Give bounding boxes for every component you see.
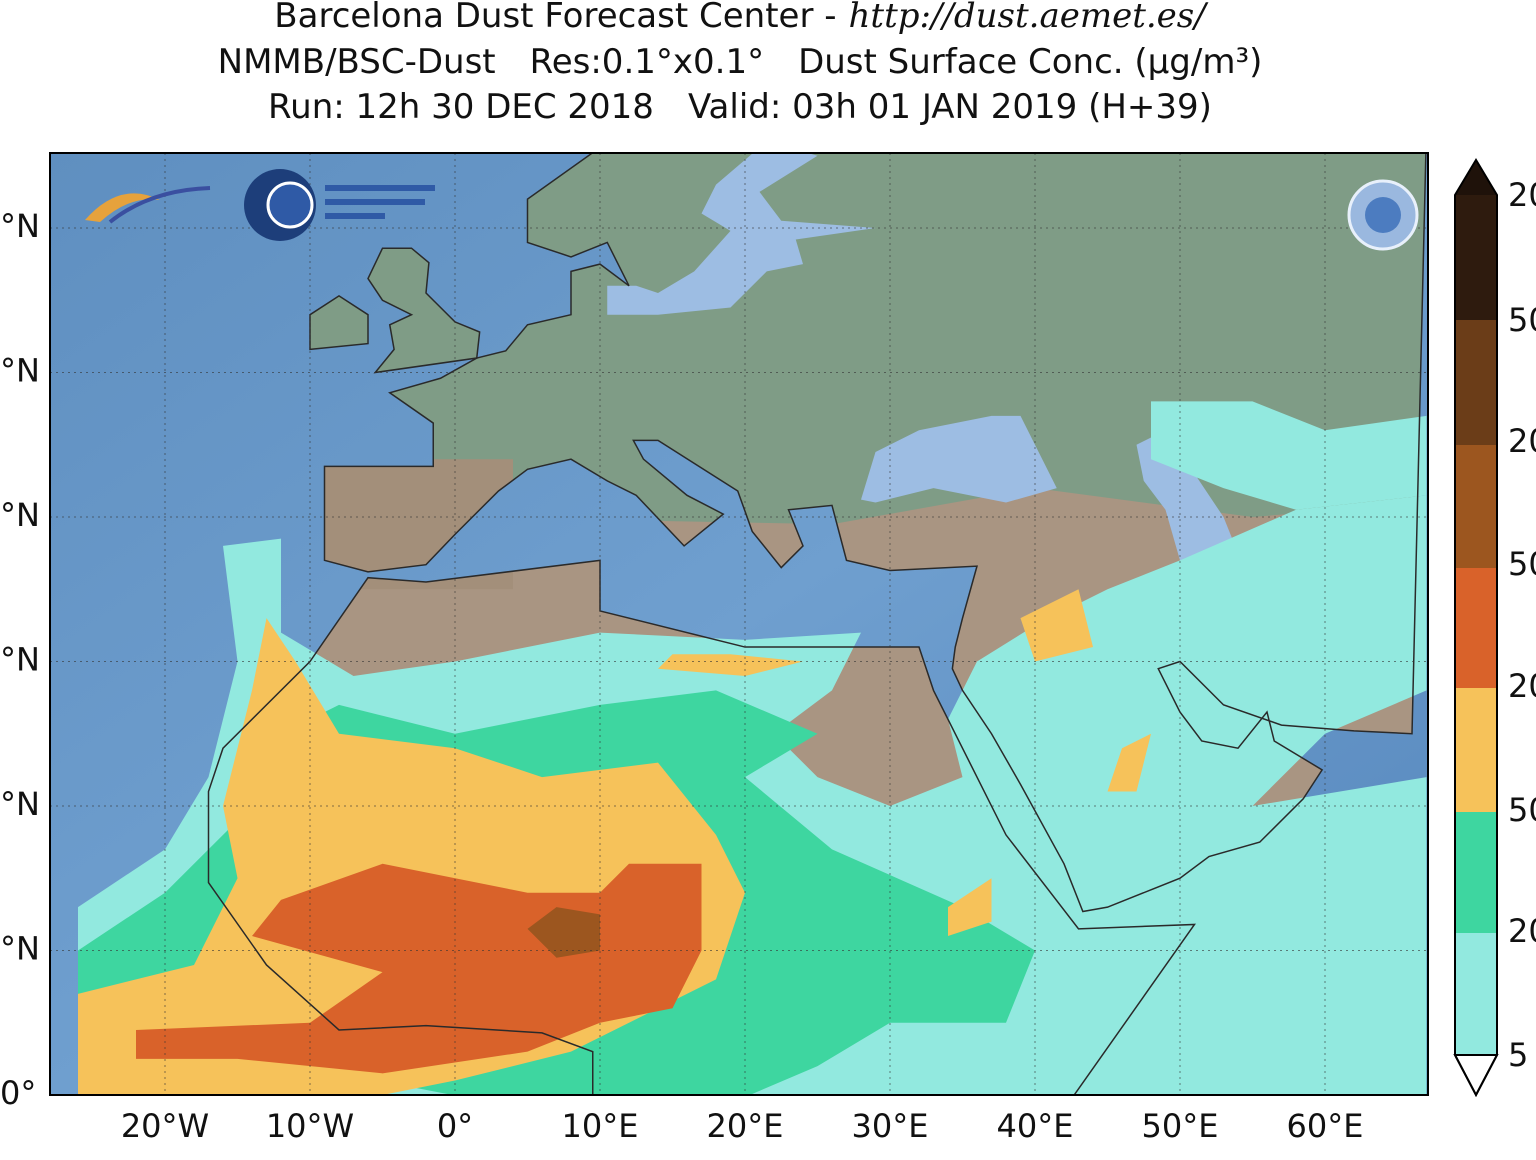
lon-label: 10°E (562, 1107, 639, 1145)
colorbar-label: 20 (1508, 422, 1536, 460)
colorbar-label: 5 (1508, 1036, 1528, 1074)
colorbar-label: 20 (1508, 667, 1536, 705)
colorbar-label: 50 (1508, 301, 1536, 339)
dust-500-2000 (527, 907, 600, 958)
dust-50-200 (658, 654, 803, 676)
colorbar-bin (1455, 688, 1497, 812)
title: Barcelona Dust Forecast Center - (274, 0, 837, 36)
colorbar-label: 20 (1508, 176, 1536, 214)
model: NMMB/BSC-Dust (217, 42, 496, 82)
colorbar-extend-top (1455, 160, 1497, 195)
subtitle-line: NMMB/BSC-Dust Res:0.1°x0.1° Dust Surface… (0, 42, 1480, 82)
variable: Dust Surface Conc. (µg/m³) (798, 42, 1263, 82)
colorbar (1453, 158, 1499, 1098)
bsc-logo-text (325, 199, 425, 205)
sea (607, 153, 876, 315)
map-frame (49, 152, 1429, 1096)
lon-label: 40°E (997, 1107, 1074, 1145)
lon-label: 60°E (1287, 1107, 1364, 1145)
lon-label: 10°W (266, 1107, 354, 1145)
colorbar-bin (1455, 568, 1497, 688)
colorbar-bin (1455, 320, 1497, 445)
lat-label: °N (0, 641, 40, 679)
bsc-logo-text (325, 185, 435, 191)
aemet-logo (85, 193, 160, 222)
colorbar-label: 50 (1508, 791, 1536, 829)
title-line: Barcelona Dust Forecast Center - http://… (0, 0, 1480, 36)
coastline (309, 295, 369, 351)
sea (861, 415, 1057, 503)
colorbar-label: 20 (1508, 912, 1536, 950)
lon-label: 50°E (1142, 1107, 1219, 1145)
coastline (207, 559, 1196, 1095)
resolution: Res:0.1°x0.1° (529, 42, 765, 82)
run-line: Run: 12h 30 DEC 2018 Valid: 03h 01 JAN 2… (0, 87, 1480, 127)
lat-label: °N (0, 930, 40, 968)
colorbar-bin (1455, 812, 1497, 933)
lat-label: °N (0, 352, 40, 390)
lat-label: °N (0, 785, 40, 823)
colorbar-label: 50 (1508, 545, 1536, 583)
lon-label: 30°E (852, 1107, 929, 1145)
map-area (50, 153, 1428, 1095)
lat-label: 0° (0, 1074, 36, 1112)
lon-label: 20°W (121, 1107, 209, 1145)
valid: Valid: 03h 01 JAN 2019 (H+39) (687, 87, 1212, 127)
dust-50-200 (1020, 589, 1093, 662)
coastline (367, 247, 481, 374)
wmo-logo-globe (1365, 197, 1401, 233)
lat-label: °N (0, 496, 40, 534)
aemet-logo-line (108, 186, 211, 224)
bsc-logo-inner (266, 181, 314, 229)
dust-5-20 (1151, 401, 1427, 510)
bsc-logo-text (325, 213, 385, 219)
colorbar-bin (1455, 445, 1497, 568)
colorbar-bin (1455, 195, 1497, 320)
coastline (323, 153, 1427, 913)
dust-50-200 (1107, 733, 1151, 792)
lon-label: 0° (437, 1107, 473, 1145)
lat-label: °N (0, 207, 40, 245)
logos (85, 169, 1419, 251)
colorbar-frame (1454, 158, 1498, 1098)
lon-label: 20°E (707, 1107, 784, 1145)
dust-50-200 (948, 878, 992, 937)
colorbar-extend-bottom (1453, 1054, 1499, 1098)
url: http://dust.aemet.es/ (848, 0, 1206, 36)
colorbar-bin (1455, 933, 1497, 1055)
run: Run: 12h 30 DEC 2018 (268, 87, 654, 127)
